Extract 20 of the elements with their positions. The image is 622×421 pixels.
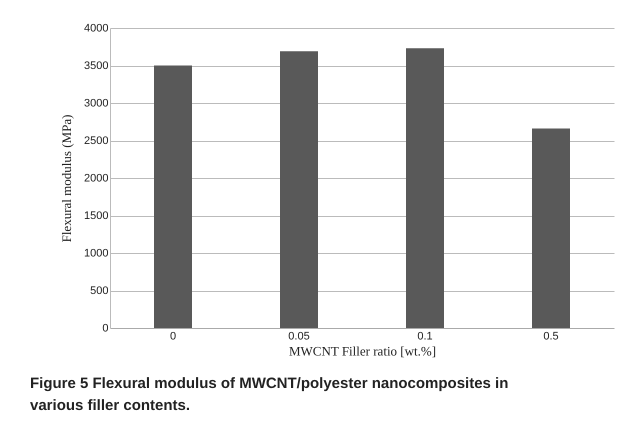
x-axis-title: MWCNT Filler ratio [wt.%] — [288, 344, 436, 358]
x-tick-label: 0.05 — [288, 330, 310, 342]
x-tick-label: 0.1 — [417, 330, 433, 342]
y-tick-label: 3000 — [84, 98, 108, 110]
y-tick-label: 3500 — [84, 60, 108, 72]
bar — [406, 48, 444, 328]
y-tick-label: 2500 — [84, 135, 108, 147]
caption: Figure 5 Flexural modulus of MWCNT/polyester nanocomposites in various filler contents. — [30, 375, 508, 414]
bar — [532, 128, 570, 328]
y-tick-label: 2000 — [84, 172, 108, 184]
y-tick-label: 0 — [102, 322, 108, 334]
x-tick-label: 0 — [170, 330, 176, 342]
y-tick-label: 1500 — [84, 210, 108, 222]
y-tick-label: 500 — [90, 285, 108, 297]
y-tick-label: 1000 — [84, 248, 108, 260]
y-tick-label: 4000 — [84, 22, 108, 34]
y-axis-title: Flexural modulus (MPa) — [59, 114, 74, 242]
bar — [154, 66, 192, 328]
x-tick-label: 0.5 — [543, 330, 559, 342]
bar — [280, 51, 318, 328]
